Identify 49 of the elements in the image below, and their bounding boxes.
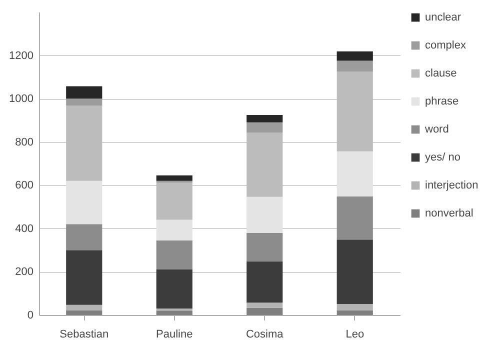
x-tick-label: Sebastian — [60, 328, 109, 340]
bar — [156, 175, 192, 181]
legend-label: unclear — [425, 12, 462, 24]
bar — [246, 122, 283, 133]
bar — [156, 240, 192, 270]
bar — [246, 132, 283, 197]
legend-label: clause — [425, 68, 457, 80]
y-tick-label: 800 — [15, 136, 34, 148]
bar — [66, 180, 102, 224]
bar — [246, 302, 283, 308]
bar — [246, 232, 283, 262]
bar — [156, 220, 192, 240]
bar — [66, 86, 102, 99]
y-tick-label: 1200 — [9, 50, 34, 62]
bar — [336, 60, 373, 72]
bar — [66, 224, 102, 250]
bar — [336, 310, 373, 315]
bar — [336, 240, 373, 304]
bar — [66, 310, 102, 315]
bar — [336, 151, 373, 196]
x-tick-label: Leo — [346, 328, 364, 340]
y-tick-label: 200 — [15, 266, 34, 278]
bar — [156, 310, 192, 315]
x-tick-label: Pauline — [156, 328, 193, 340]
y-tick-label: 0 — [27, 310, 34, 322]
bar — [246, 308, 283, 315]
bar — [66, 98, 102, 106]
y-tick-label: 400 — [15, 222, 34, 235]
legend-label: complex — [425, 40, 466, 52]
legend-label: interjection — [425, 180, 478, 192]
bar — [156, 182, 192, 220]
x-tick-label: Cosima — [246, 328, 284, 340]
bar — [336, 72, 373, 152]
y-tick-label: 1000 — [9, 93, 34, 106]
legend-label: nonverbal — [425, 208, 474, 220]
bar — [246, 261, 283, 303]
bar — [336, 51, 373, 61]
legend-label: phrase — [425, 96, 459, 108]
legend-label: yes/ no — [425, 152, 460, 164]
bar — [66, 105, 102, 181]
bar — [246, 196, 283, 233]
bar — [246, 115, 283, 122]
y-tick-label: 600 — [15, 180, 34, 192]
bar — [156, 270, 192, 309]
bar — [336, 304, 373, 310]
legend-label: word — [424, 124, 449, 136]
bar — [66, 304, 102, 310]
bar — [66, 250, 102, 305]
bar — [336, 196, 373, 240]
